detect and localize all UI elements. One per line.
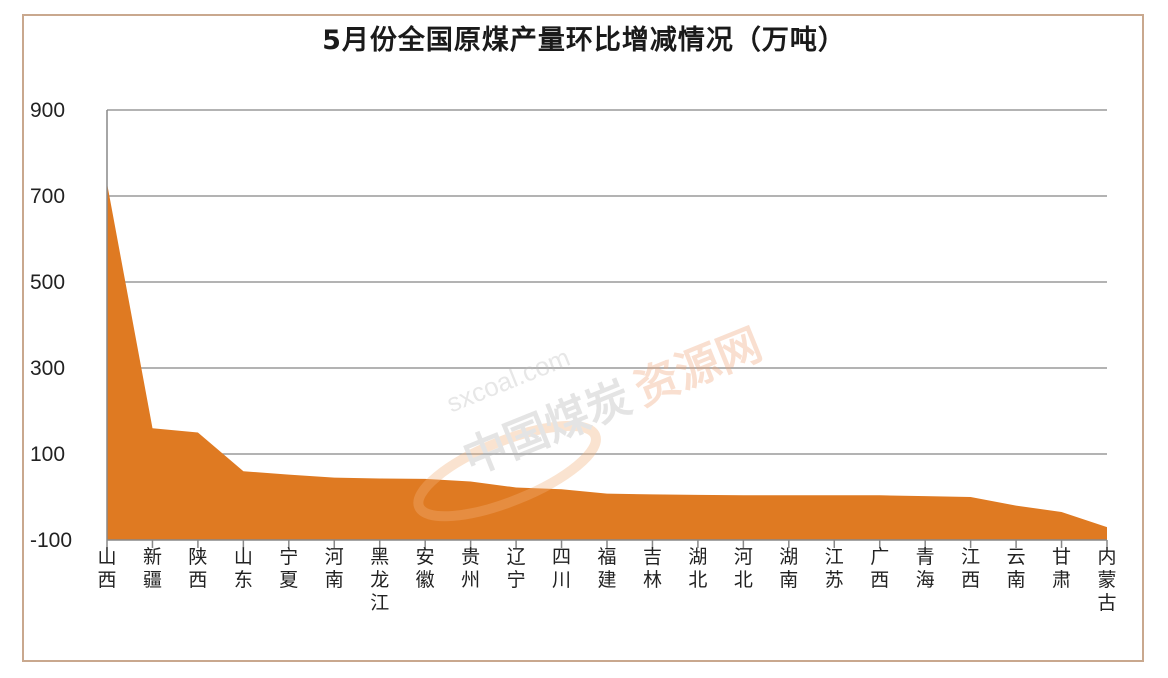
x-tick-label: 湖南	[779, 546, 798, 591]
x-tick-label: 山东	[234, 546, 253, 591]
x-tick-label: 青海	[916, 546, 935, 591]
chart-title: 5月份全国原煤产量环比增减情况（万吨）	[322, 25, 846, 56]
x-tick-label: 河北	[734, 546, 753, 591]
watermark-swoosh	[413, 420, 601, 522]
x-tick-label: 河南	[325, 546, 344, 591]
x-tick-label: 山西	[97, 546, 116, 591]
chart-frame	[22, 14, 1144, 662]
y-tick-label: 900	[30, 99, 65, 122]
x-tick-label: 云南	[1007, 546, 1026, 591]
x-tick-label: 广西	[870, 546, 889, 591]
watermark-cn-b: 资源网	[627, 319, 768, 416]
x-tick-label: 江苏	[825, 546, 844, 591]
x-tick-label: 江西	[961, 546, 980, 591]
x-tick-label: 吉林	[643, 546, 662, 591]
x-tick-label: 陕西	[188, 546, 207, 591]
x-tick-label: 黑龙江	[370, 546, 389, 614]
y-tick-label: -100	[30, 529, 72, 552]
grid-lines	[107, 109, 1107, 455]
x-tick-label: 甘肃	[1052, 546, 1071, 591]
y-tick-label: 100	[30, 443, 65, 466]
x-tick-label: 四川	[552, 546, 571, 591]
x-tick-label: 辽宁	[507, 546, 526, 591]
x-tick-label: 湖北	[688, 546, 707, 591]
x-tick-label: 安徽	[416, 546, 435, 591]
x-tick-label: 福建	[597, 546, 616, 591]
y-tick-label: 500	[30, 271, 65, 294]
y-tick-labels: 900 700 500 300 100 -100	[30, 99, 72, 552]
y-tick-label: 300	[30, 357, 65, 380]
x-tick-label: 宁夏	[279, 546, 298, 591]
series-area	[107, 183, 1107, 540]
x-tick-label: 贵州	[461, 546, 480, 591]
x-tick-label: 新疆	[143, 546, 162, 591]
x-tick-label: 内蒙古	[1097, 546, 1116, 614]
y-tick-label: 700	[30, 185, 65, 208]
